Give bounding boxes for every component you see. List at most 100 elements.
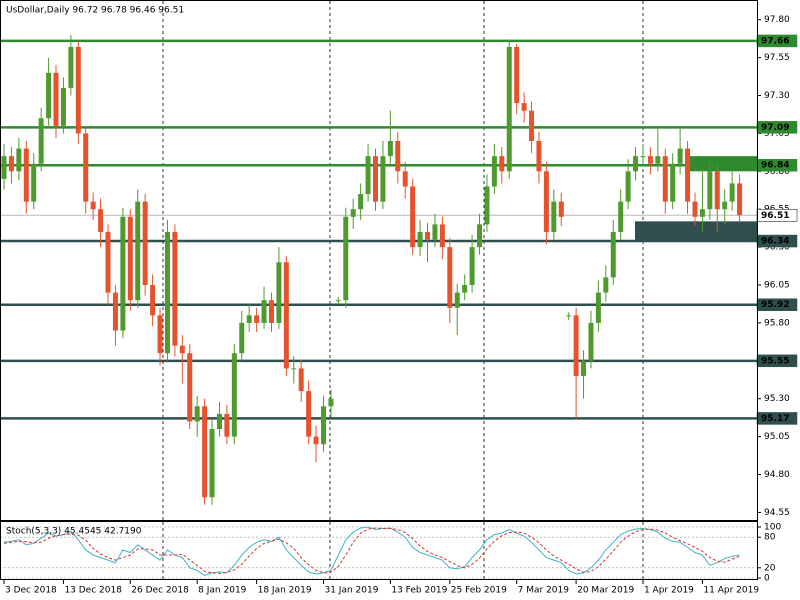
candle-body bbox=[581, 360, 587, 376]
candle-body bbox=[566, 315, 572, 317]
candle-body bbox=[335, 300, 341, 302]
candle-body bbox=[373, 156, 378, 202]
candle-body bbox=[685, 148, 691, 202]
candle-body bbox=[536, 140, 542, 172]
y-tick-label: 96.30 bbox=[764, 243, 790, 253]
zone bbox=[635, 221, 757, 242]
candle-body bbox=[98, 209, 104, 232]
y-tick-label: 95.30 bbox=[764, 394, 790, 404]
x-tick-label: 13 Feb 2019 bbox=[391, 586, 447, 596]
candle-body bbox=[640, 156, 646, 158]
candle-body bbox=[506, 46, 512, 172]
candle-body bbox=[298, 368, 304, 392]
level-label: 96.84 bbox=[761, 161, 789, 171]
candle-body bbox=[633, 156, 639, 172]
candle-body bbox=[157, 315, 163, 354]
candle-body bbox=[179, 345, 185, 354]
candle-body bbox=[707, 171, 713, 210]
candle-body bbox=[343, 216, 349, 301]
candle-body bbox=[469, 247, 475, 286]
candle-body bbox=[83, 133, 89, 202]
indicator-title: Stoch(5,3,3) 45.4545 42.7190 bbox=[6, 527, 142, 537]
y-tick-label: 97.80 bbox=[764, 15, 790, 25]
candle-body bbox=[521, 103, 527, 111]
candle-body bbox=[135, 201, 141, 301]
candle-body bbox=[677, 148, 683, 164]
candle-body bbox=[714, 171, 720, 210]
chart-title: UsDollar,Daily 96.72 96.78 96.46 96.51 bbox=[6, 6, 184, 16]
candle-body bbox=[514, 46, 520, 104]
candle-body bbox=[499, 156, 505, 172]
candle-body bbox=[306, 391, 312, 437]
price-panel: 97.8097.5597.3097.0596.8096.5596.3096.05… bbox=[0, 15, 798, 596]
candle-body bbox=[127, 216, 133, 301]
candle-body bbox=[573, 315, 579, 376]
candle-body bbox=[588, 322, 594, 361]
candle-body bbox=[90, 201, 96, 210]
level-label: 96.34 bbox=[761, 237, 789, 247]
y-tick-label: 96.80 bbox=[764, 167, 790, 177]
candle-body bbox=[75, 46, 81, 134]
level-label: 95.17 bbox=[761, 414, 789, 424]
candle-body bbox=[358, 194, 364, 210]
y-tick-label: 95.80 bbox=[764, 318, 790, 328]
candle-body bbox=[454, 292, 460, 308]
candle-body bbox=[425, 231, 431, 240]
y-tick-label: 94.80 bbox=[764, 470, 790, 480]
candle-body bbox=[432, 224, 438, 240]
candle-body bbox=[320, 406, 326, 445]
x-tick-label: 3 Dec 2018 bbox=[5, 586, 57, 596]
candle-body bbox=[625, 171, 631, 202]
candle-body bbox=[164, 231, 170, 354]
x-tick-label: 31 Jan 2019 bbox=[324, 586, 378, 596]
level-label: 95.92 bbox=[761, 300, 789, 310]
candle-body bbox=[283, 262, 289, 369]
candle-body bbox=[692, 201, 698, 217]
candle-body bbox=[268, 300, 274, 323]
candle-body bbox=[491, 156, 497, 187]
candle-body bbox=[729, 183, 735, 202]
zone bbox=[685, 156, 757, 172]
candle-body bbox=[647, 156, 653, 164]
candle-body bbox=[410, 186, 416, 248]
candle-body bbox=[737, 183, 743, 216]
level-label: 97.09 bbox=[761, 123, 789, 133]
candle-body bbox=[618, 201, 624, 232]
y-tick-label: 95.05 bbox=[764, 432, 790, 442]
y-tick-label: 96.05 bbox=[764, 281, 790, 291]
candle-body bbox=[402, 171, 408, 187]
level-label: 97.66 bbox=[761, 36, 789, 46]
candle-body bbox=[595, 292, 601, 323]
candle-body bbox=[16, 148, 22, 172]
x-tick-label: 8 Jan 2019 bbox=[198, 586, 246, 596]
candle-body bbox=[38, 118, 44, 164]
x-tick-label: 13 Dec 2018 bbox=[64, 586, 122, 596]
y-tick-label: 80 bbox=[764, 533, 776, 543]
x-tick-label: 7 Mar 2019 bbox=[518, 586, 570, 596]
candle-body bbox=[8, 156, 14, 172]
candle-body bbox=[53, 72, 59, 126]
candle-body bbox=[46, 72, 52, 119]
candle-body bbox=[261, 300, 267, 323]
candle-body bbox=[662, 156, 668, 202]
candle-body bbox=[477, 224, 483, 248]
candle-body bbox=[31, 163, 37, 202]
candle-body bbox=[209, 429, 215, 498]
candle-body bbox=[699, 209, 705, 217]
candle-body bbox=[313, 436, 319, 445]
x-tick-label: 26 Dec 2018 bbox=[131, 586, 189, 596]
x-tick-label: 1 Apr 2019 bbox=[644, 586, 694, 596]
candle-body bbox=[276, 262, 282, 323]
candle-body bbox=[23, 148, 29, 202]
candle-body bbox=[202, 406, 208, 498]
x-tick-label: 25 Feb 2019 bbox=[451, 586, 507, 596]
candle-body bbox=[417, 231, 423, 248]
candle-body bbox=[216, 413, 222, 430]
candle-body bbox=[558, 201, 564, 217]
candle-body bbox=[387, 140, 393, 157]
candle-body bbox=[462, 285, 468, 293]
y-tick-label: 0 bbox=[764, 574, 770, 584]
y-tick-label: 94.55 bbox=[764, 508, 790, 518]
candle-body bbox=[328, 398, 334, 407]
